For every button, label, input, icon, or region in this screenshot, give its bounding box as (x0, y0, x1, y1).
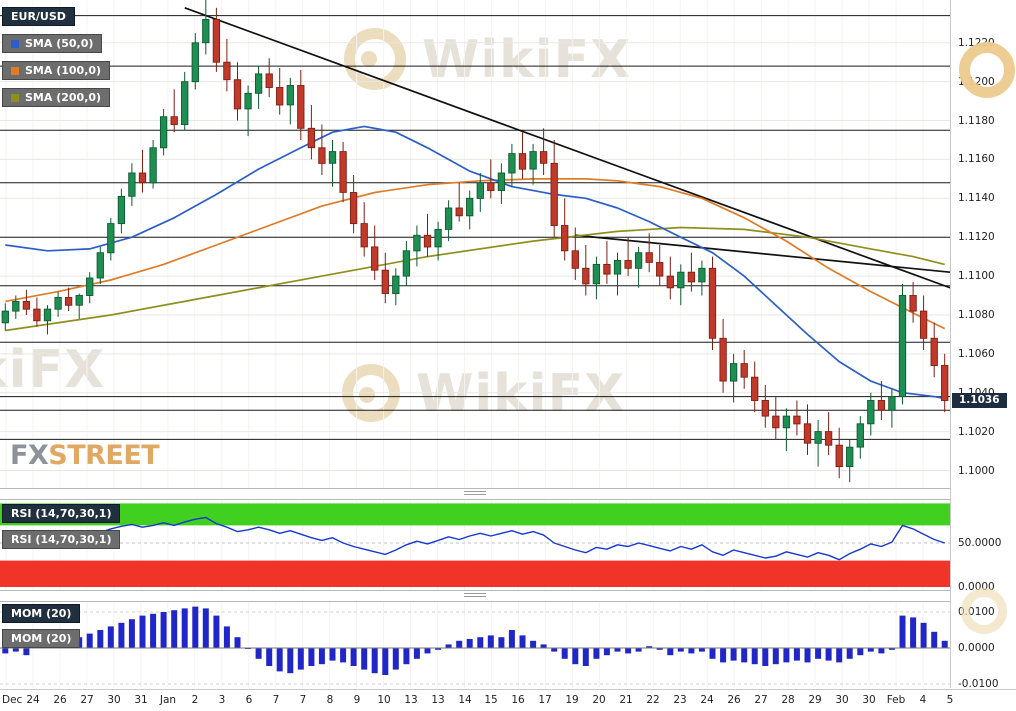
rsi-tick-label: 50.0000 (958, 537, 1002, 549)
time-axis-label: 26 (53, 694, 67, 706)
price-tick-label: 1.1020 (958, 426, 995, 438)
momentum-chart[interactable] (0, 602, 950, 688)
legend-chip-label: RSI (14,70,30,1) (11, 533, 112, 546)
time-axis-label: Jan (159, 694, 177, 706)
time-axis-label: 30 (835, 694, 849, 706)
sma200-color-swatch (11, 93, 19, 102)
momentum-tick-label: -0.0100 (958, 678, 999, 690)
rsi-chart[interactable] (0, 500, 950, 590)
legend-chip-sma50[interactable]: SMA (50,0) (2, 34, 103, 53)
time-axis-label: 16 (511, 694, 525, 706)
price-tick-label: 1.1060 (958, 348, 995, 360)
legend-chip-label: MOM (20) (11, 607, 72, 620)
time-axis-label: 10 (377, 694, 391, 706)
legend-chip-label: MOM (20) (11, 632, 72, 645)
panel-resize-handle[interactable] (464, 491, 486, 497)
price-tick-label: 1.1120 (958, 231, 995, 243)
time-axis-label: 13 (404, 694, 418, 706)
legend-chip-label: SMA (50,0) (25, 37, 94, 50)
legend-chip-mom-1[interactable]: MOM (20) (2, 604, 81, 623)
trendlines (184, 6, 950, 289)
time-axis-label: 28 (781, 694, 795, 706)
legend-chip-sma200[interactable]: SMA (200,0) (2, 88, 111, 107)
wikifx-logo-icon (961, 588, 1007, 634)
sma100-color-swatch (11, 66, 19, 75)
time-axis-label: 5 (946, 694, 954, 706)
time-axis-label: 15 (484, 694, 498, 706)
time-axis-label: 24 (26, 694, 40, 706)
price-tick-label: 1.1140 (958, 192, 995, 204)
time-axis-label: 9 (353, 694, 361, 706)
legend-chip-label: SMA (100,0) (25, 64, 102, 77)
sma50-color-swatch (11, 39, 19, 48)
price-tick-label: 1.1080 (958, 309, 995, 321)
price-tick-label: 1.1180 (958, 115, 995, 127)
legend-chip-label: SMA (200,0) (25, 91, 102, 104)
momentum-bars (2, 606, 948, 675)
legend-chip-sma100[interactable]: SMA (100,0) (2, 61, 111, 80)
fxstreet-logo: FXSTREET (10, 440, 160, 471)
legend-chip-symbol[interactable]: EUR/USD (2, 7, 75, 26)
time-axis-label: 27 (80, 694, 94, 706)
time-axis-label: 6 (245, 694, 253, 706)
candles[interactable] (1, 0, 949, 483)
time-axis-label: 29 (808, 694, 822, 706)
legend-chip-mom-2[interactable]: MOM (20) (2, 629, 81, 648)
time-axis-label: 21 (619, 694, 633, 706)
panel-divider (0, 590, 1016, 602)
legend-chip-rsi-2[interactable]: RSI (14,70,30,1) (2, 530, 121, 549)
momentum-tick-label: 0.0000 (958, 642, 995, 654)
fxstreet-logo-street: STREET (48, 440, 160, 471)
panel-divider (0, 488, 1016, 500)
time-axis-label: 23 (673, 694, 687, 706)
time-axis-label: 8 (326, 694, 334, 706)
legend-chip-label: EUR/USD (11, 10, 66, 23)
time-axis-label: 20 (592, 694, 606, 706)
time-axis-label: 3 (218, 694, 226, 706)
price-tick-label: 1.1160 (958, 153, 995, 165)
time-axis-label: 24 (700, 694, 714, 706)
time-axis-label: 31 (134, 694, 148, 706)
legend-chip-label: RSI (14,70,30,1) (11, 507, 112, 520)
time-axis-label: Dec (2, 694, 23, 706)
price-axis[interactable]: 1.1220 1.1200 1.1180 1.1160 1.1140 1.1120 1.11… (950, 0, 1016, 690)
rsi-overbought-band (0, 503, 950, 526)
legend-chip-rsi-1[interactable]: RSI (14,70,30,1) (2, 504, 121, 523)
support-resistance-lines (0, 15, 950, 440)
gridlines (0, 0, 950, 488)
time-axis-label: 14 (458, 694, 472, 706)
time-axis-label: 30 (107, 694, 121, 706)
sma50-line (5, 125, 945, 400)
time-axis-label: 4 (919, 694, 927, 706)
time-axis-label: 7 (272, 694, 280, 706)
time-axis-label: 17 (538, 694, 552, 706)
current-price-badge: 1.1036 (952, 393, 1007, 408)
price-tick-label: 1.1100 (958, 270, 995, 282)
time-axis-label: 26 (727, 694, 741, 706)
time-axis-label: 7 (299, 694, 307, 706)
panel-resize-handle[interactable] (464, 593, 486, 599)
price-tick-label: 1.1000 (958, 465, 995, 477)
time-axis[interactable]: Dec 24 26 27 30 31 Jan 2 3 6 7 7 8 9 10 13 13 14 15 16 17 19 2… (0, 689, 1016, 711)
wikifx-logo-icon (959, 42, 1015, 98)
sma100-line (5, 178, 946, 330)
time-axis-label: 22 (646, 694, 660, 706)
time-axis-label: 2 (191, 694, 199, 706)
price-chart[interactable] (0, 0, 950, 488)
rsi-line (5, 516, 945, 561)
rsi-oversold-band (0, 560, 950, 587)
time-axis-label: 27 (754, 694, 768, 706)
sma200-line (5, 226, 945, 332)
time-axis-label: 13 (431, 694, 445, 706)
time-axis-label: Feb (886, 694, 906, 706)
time-axis-label: 30 (862, 694, 876, 706)
time-axis-label: 19 (565, 694, 579, 706)
fxstreet-logo-fx: FX (10, 440, 49, 471)
